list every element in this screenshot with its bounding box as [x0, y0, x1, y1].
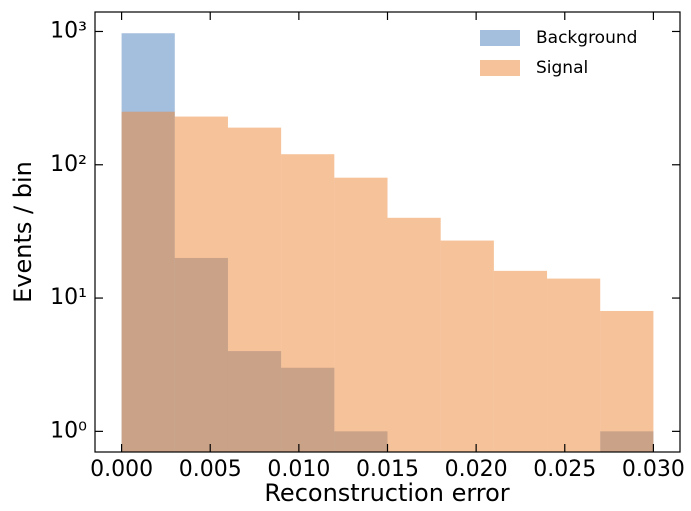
y-tick-label: 10²: [50, 152, 87, 177]
legend-swatch: [480, 60, 520, 76]
x-tick-label: 0.015: [356, 457, 419, 482]
x-axis-label: Reconstruction error: [264, 479, 509, 507]
x-tick-label: 0.025: [533, 457, 596, 482]
y-tick-label: 10⁰: [50, 418, 87, 443]
legend-swatch: [480, 30, 520, 46]
bar: [281, 154, 334, 452]
bar: [122, 112, 175, 452]
y-tick-label: 10¹: [50, 285, 87, 310]
x-tick-label: 0.010: [267, 457, 330, 482]
x-tick-label: 0.020: [445, 457, 508, 482]
bar: [175, 117, 228, 452]
bar: [600, 311, 653, 452]
bar: [334, 178, 387, 452]
legend-label: Background: [536, 28, 637, 48]
x-tick-label: 0.005: [179, 457, 242, 482]
bar: [441, 241, 494, 452]
x-tick-label: 0.000: [90, 457, 153, 482]
chart: Reconstruction error Events / bin 0.000 0…: [0, 0, 691, 511]
bar: [228, 128, 281, 452]
x-tick-label: 0.030: [622, 457, 685, 482]
bar: [547, 279, 600, 452]
y-axis-label: Events / bin: [9, 161, 37, 303]
legend-label: Signal: [536, 58, 588, 78]
bar: [388, 218, 441, 452]
bar: [494, 271, 547, 452]
y-tick-label: 10³: [50, 18, 87, 43]
